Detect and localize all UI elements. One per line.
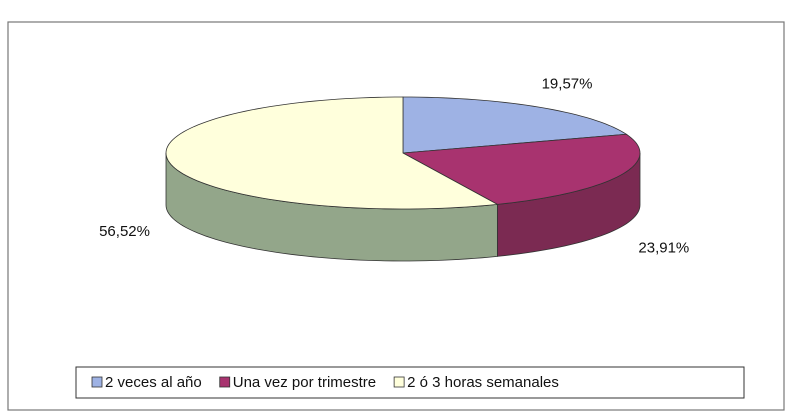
data-label: 56,52% [99, 223, 150, 240]
data-label: 23,91% [638, 239, 689, 256]
pie-slice [401, 133, 641, 205]
data-label: 19,57% [542, 75, 593, 92]
legend-label: Una vez por trimestre [233, 374, 376, 391]
legend-swatch [393, 376, 405, 388]
pie-slice [402, 96, 628, 154]
legend-swatch [91, 376, 103, 388]
legend-label: 2 veces al año [105, 374, 202, 391]
legend-swatch [219, 376, 231, 388]
legend-label: 2 ó 3 horas semanales [407, 374, 559, 391]
pie-slice [165, 96, 499, 210]
legend-box [75, 366, 745, 399]
